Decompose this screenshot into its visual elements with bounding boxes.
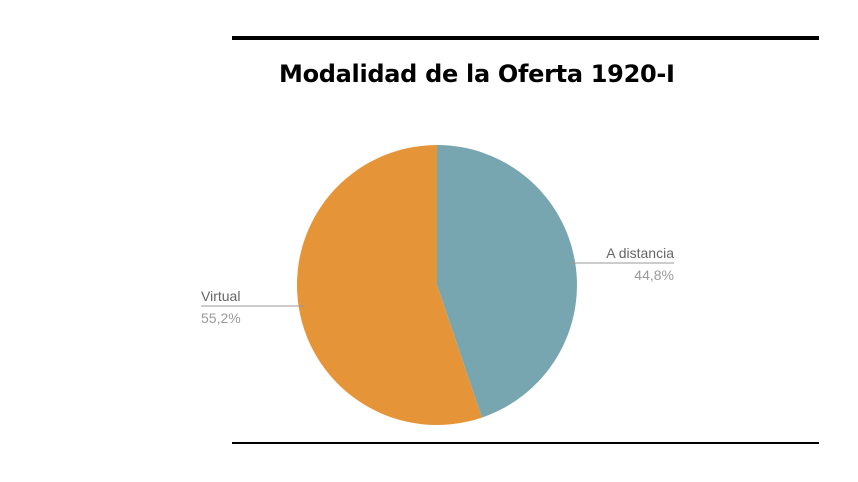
slice-value-1: 55,2% [201, 310, 241, 326]
chart-title: Modalidad de la Oferta 1920-I [279, 60, 675, 88]
pie-slice-0 [437, 145, 577, 418]
leader-lines [201, 262, 674, 307]
slice-labels: A distancia 44,8% Virtual 55,2% [201, 245, 674, 326]
slice-label-1: Virtual [201, 288, 240, 304]
top-rule [232, 36, 819, 40]
pie-slice-1 [296, 144, 482, 425]
slice-value-0: 44,8% [634, 267, 674, 283]
pie-slices [296, 144, 577, 425]
bottom-rule [232, 442, 819, 444]
slice-label-0: A distancia [606, 245, 674, 261]
